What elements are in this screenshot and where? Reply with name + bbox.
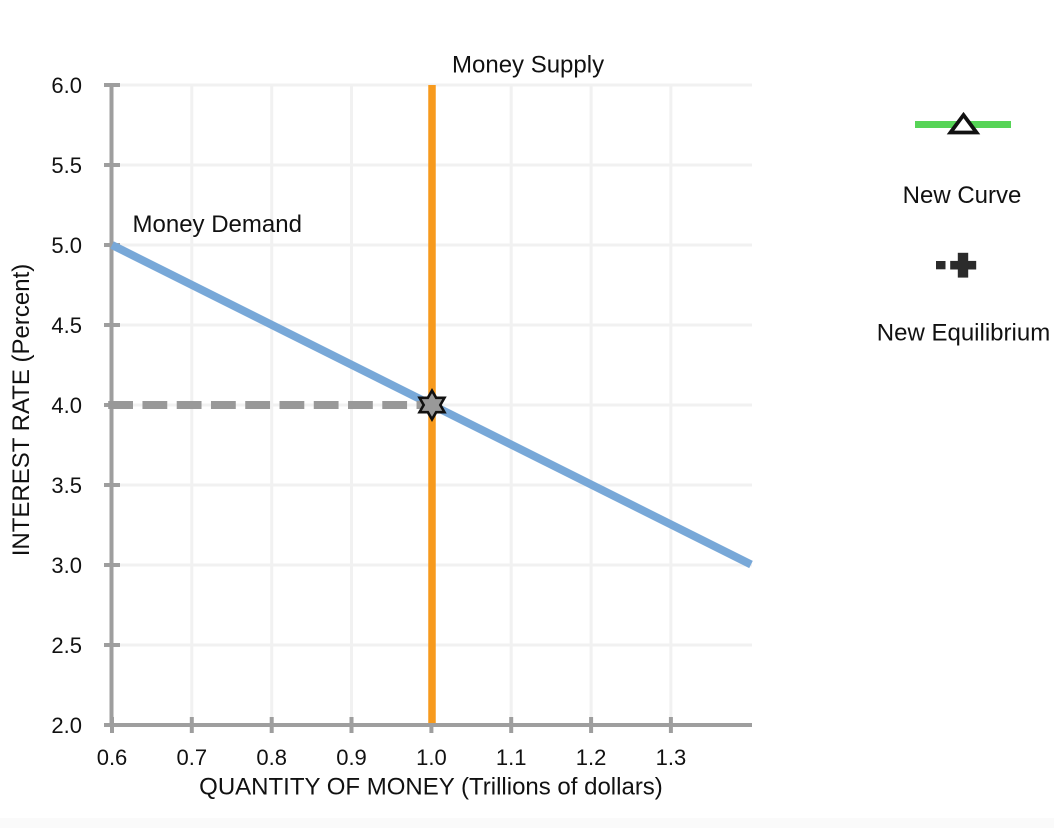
svg-text:5.0: 5.0 — [51, 233, 82, 258]
svg-text:5.5: 5.5 — [51, 153, 82, 178]
svg-text:New Curve: New Curve — [903, 182, 1022, 209]
svg-text:0.9: 0.9 — [336, 745, 367, 770]
svg-text:1.0: 1.0 — [416, 745, 447, 770]
svg-text:INTEREST RATE (Percent): INTEREST RATE (Percent) — [8, 264, 35, 557]
svg-text:6.0: 6.0 — [51, 73, 82, 98]
svg-text:3.0: 3.0 — [51, 553, 82, 578]
svg-text:3.5: 3.5 — [51, 473, 82, 498]
svg-text:1.2: 1.2 — [576, 745, 607, 770]
svg-text:1.3: 1.3 — [656, 745, 687, 770]
svg-text:2.5: 2.5 — [51, 633, 82, 658]
svg-text:QUANTITY OF MONEY (Trillions o: QUANTITY OF MONEY (Trillions of dollars) — [199, 774, 663, 801]
svg-text:2.0: 2.0 — [51, 713, 82, 738]
svg-text:Money Demand: Money Demand — [133, 211, 302, 238]
svg-text:4.5: 4.5 — [51, 313, 82, 338]
svg-text:0.7: 0.7 — [177, 745, 208, 770]
svg-text:Money Supply: Money Supply — [452, 52, 604, 79]
svg-text:New Equilibrium: New Equilibrium — [877, 320, 1050, 347]
svg-text:0.6: 0.6 — [97, 745, 128, 770]
svg-text:4.0: 4.0 — [51, 393, 82, 418]
svg-text:1.1: 1.1 — [496, 745, 527, 770]
svg-text:0.8: 0.8 — [256, 745, 287, 770]
